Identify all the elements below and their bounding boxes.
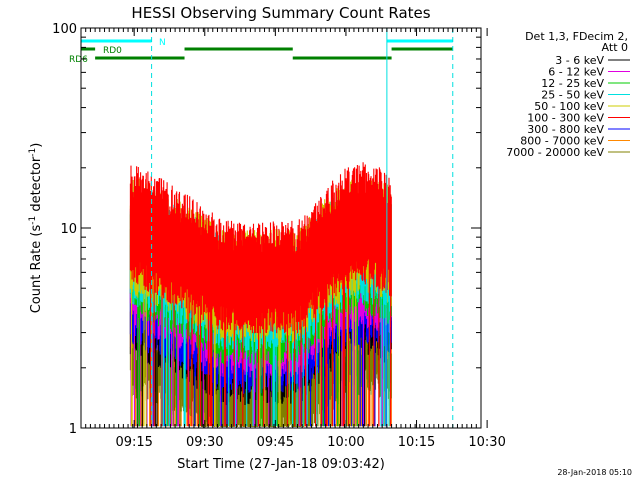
y-axis-label: Count Rate (s-1 detector-1) (28, 143, 44, 314)
event-lines (151, 28, 454, 428)
x-tick-label: 10:15 (398, 435, 435, 450)
chart-title: HESSI Observing Summary Count Rates (131, 4, 430, 22)
y-tick-label: 10 (60, 222, 77, 237)
legend-entry-label: 7000 - 20000 keV (506, 146, 604, 159)
x-axis-label: Start Time (27-Jan-18 09:03:42) (177, 457, 385, 472)
legend-entry-label: 3 - 6 keV (555, 54, 604, 67)
legend-entry-label: 300 - 800 keV (527, 123, 604, 136)
band-label-n: N (159, 38, 166, 48)
band-label-rd0: RD0 (103, 46, 122, 56)
x-tick-label: 10:00 (327, 435, 364, 450)
legend-entry-label: 6 - 12 keV (548, 66, 604, 79)
legend-entry-label: 12 - 25 keV (541, 77, 604, 90)
legend-entry-label: 800 - 7000 keV (520, 135, 604, 148)
legend-entry-label: 25 - 50 keV (541, 89, 604, 102)
y-tick-label: 100 (52, 22, 77, 37)
x-tick-label: 09:15 (115, 435, 152, 450)
legend-header-line1: Det 1,3, FDecim 2, (525, 30, 628, 43)
x-tick-label: 09:45 (257, 435, 294, 450)
footer-timestamp: 28-Jan-2018 05:10 (557, 468, 632, 477)
band-label-rd6: RD6 (69, 55, 88, 65)
data-layer (129, 162, 392, 427)
axis-ticks: 09:15 09:30 09:45 10:00 10:15 10:30 1 10 100 (52, 22, 506, 450)
y-tick-label: 1 (69, 422, 77, 437)
legend-entry-label: 100 - 300 keV (527, 112, 604, 125)
x-tick-label: 09:30 (186, 435, 223, 450)
legend-entry-label: 50 - 100 keV (534, 100, 604, 113)
observing-bands: N RD0 RD6 (69, 38, 453, 65)
series-trace-5 (129, 162, 392, 427)
x-tick-label: 10:30 (468, 435, 505, 450)
legend-header-line2: Att 0 (602, 41, 628, 54)
